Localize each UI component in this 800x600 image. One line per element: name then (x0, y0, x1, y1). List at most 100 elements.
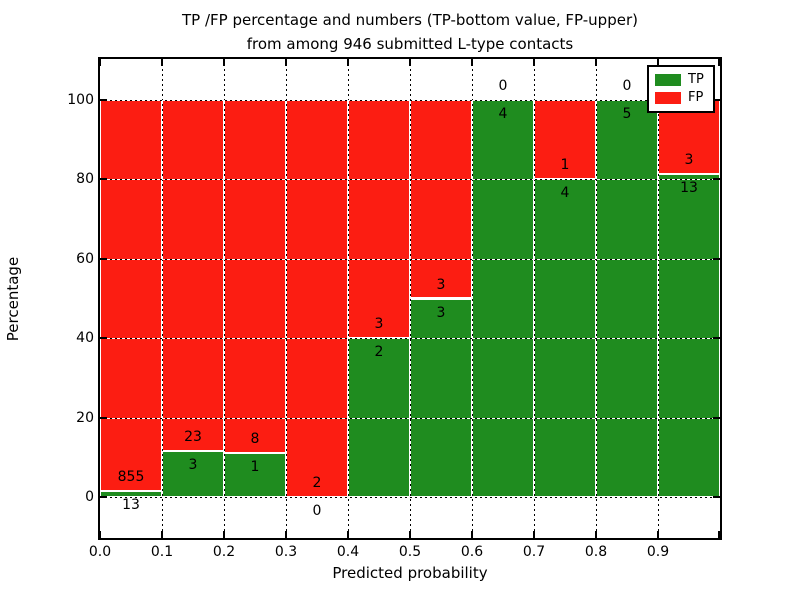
x-tick-mark-top (718, 59, 720, 66)
gridline-vertical (348, 59, 349, 538)
x-tick-mark-top (223, 59, 225, 66)
y-tick-label: 60 (76, 250, 94, 267)
tp-count-label: 4 (498, 105, 508, 122)
legend-swatch-fp (655, 92, 681, 104)
y-tick-mark (100, 98, 107, 101)
plot-area: 855 13 23 3 8 1 2 0 3 2 3 3 0 4 1 4 0 5 3 13 (98, 57, 722, 540)
x-tick-label: 0.8 (584, 544, 608, 560)
bar-segment-tp (658, 174, 720, 498)
gridline-vertical (658, 59, 659, 538)
fp-count-label: 8 (250, 430, 260, 447)
x-tick-mark (657, 531, 659, 538)
chart-title-line1: TP /FP percentage and numbers (TP-bottom… (182, 11, 638, 29)
tp-count-label: 0 (312, 503, 322, 520)
chart-title-line2: from among 946 submitted L-type contacts (246, 35, 574, 53)
gridline-horizontal (100, 338, 720, 340)
tp-count-label: 3 (436, 304, 446, 321)
y-tick-mark (100, 416, 107, 419)
tp-count-label: 1 (250, 458, 260, 475)
tp-count-label: 2 (374, 344, 384, 361)
y-tick-label: 40 (76, 330, 94, 347)
x-tick-mark-top (533, 59, 535, 66)
bar-segment-tp (596, 99, 658, 498)
gridline-horizontal (100, 497, 720, 499)
bar-segment-tp (100, 491, 162, 498)
y-tick-mark-right (713, 416, 720, 419)
x-tick-label: 0.3 (274, 544, 298, 560)
gridline-vertical (596, 59, 597, 538)
y-tick-mark-right (713, 178, 720, 181)
y-tick-label: 100 (67, 91, 94, 108)
fp-count-label: 3 (684, 152, 694, 169)
gridline-horizontal (100, 179, 720, 181)
x-tick-mark (409, 531, 411, 538)
x-tick-label: 0.2 (212, 544, 236, 560)
y-tick-label: 20 (76, 409, 94, 426)
legend: TP FP (647, 65, 715, 113)
gridline-vertical (162, 59, 163, 538)
y-tick-mark (100, 337, 107, 340)
x-tick-mark (595, 531, 597, 538)
bar-segment-fp (100, 99, 162, 492)
x-tick-mark-top (409, 59, 411, 66)
gridline-vertical (472, 59, 473, 538)
x-tick-mark (99, 531, 101, 538)
x-tick-mark (223, 531, 225, 538)
x-tick-label: 0.9 (646, 544, 670, 560)
x-tick-mark (533, 531, 535, 538)
x-tick-label: 0.7 (522, 544, 546, 560)
x-tick-label: 0.0 (88, 544, 112, 560)
fp-count-label: 0 (498, 77, 508, 94)
x-tick-mark (718, 531, 720, 538)
x-tick-mark-top (471, 59, 473, 66)
y-tick-label: 0 (85, 489, 94, 506)
x-tick-mark (161, 531, 163, 538)
bar-segment-tp (472, 99, 534, 498)
x-tick-mark-top (595, 59, 597, 66)
x-tick-label: 0.6 (460, 544, 484, 560)
bar-segment-fp (410, 99, 472, 299)
y-tick-label: 80 (76, 171, 94, 188)
fp-count-label: 0 (622, 77, 632, 94)
x-tick-label: 0.1 (150, 544, 174, 560)
x-tick-mark-top (161, 59, 163, 66)
fp-count-label: 3 (374, 316, 384, 333)
fp-count-label: 23 (184, 429, 202, 446)
bar-segment-fp (286, 99, 348, 498)
y-tick-mark-right (713, 98, 720, 101)
y-tick-mark-right (713, 496, 720, 499)
x-tick-mark (347, 531, 349, 538)
y-tick-mark-right (713, 337, 720, 340)
bar-segment-tp (410, 298, 472, 498)
tp-count-label: 3 (188, 457, 198, 474)
x-tick-mark (285, 531, 287, 538)
gridline-horizontal (100, 417, 720, 419)
gridline-vertical (410, 59, 411, 538)
gridline-vertical (534, 59, 535, 538)
x-tick-mark-top (657, 59, 659, 66)
bar-segment-fp (162, 99, 224, 452)
fp-count-label: 3 (436, 276, 446, 293)
x-tick-label: 0.4 (336, 544, 360, 560)
x-tick-mark-top (347, 59, 349, 66)
fp-count-label: 855 (117, 469, 145, 486)
legend-item-fp: FP (655, 91, 707, 105)
legend-item-tp: TP (655, 73, 707, 87)
x-axis-label: Predicted probability (332, 564, 488, 582)
y-tick-mark (100, 496, 107, 499)
tp-count-label: 13 (122, 497, 140, 514)
x-tick-label: 0.5 (398, 544, 422, 560)
bar-segment-fp (224, 99, 286, 453)
x-tick-mark-top (285, 59, 287, 66)
tp-count-label: 5 (622, 105, 632, 122)
legend-label: FP (688, 90, 704, 105)
legend-swatch-tp (655, 74, 681, 86)
bar-segment-fp (348, 99, 410, 339)
legend-label: TP (688, 72, 704, 87)
chart-title: TP /FP percentage and numbers (TP-bottom… (100, 8, 720, 56)
y-axis-label: Percentage (4, 256, 22, 342)
gridline-horizontal (100, 99, 720, 101)
y-tick-mark-right (713, 257, 720, 260)
x-tick-mark-top (99, 59, 101, 66)
